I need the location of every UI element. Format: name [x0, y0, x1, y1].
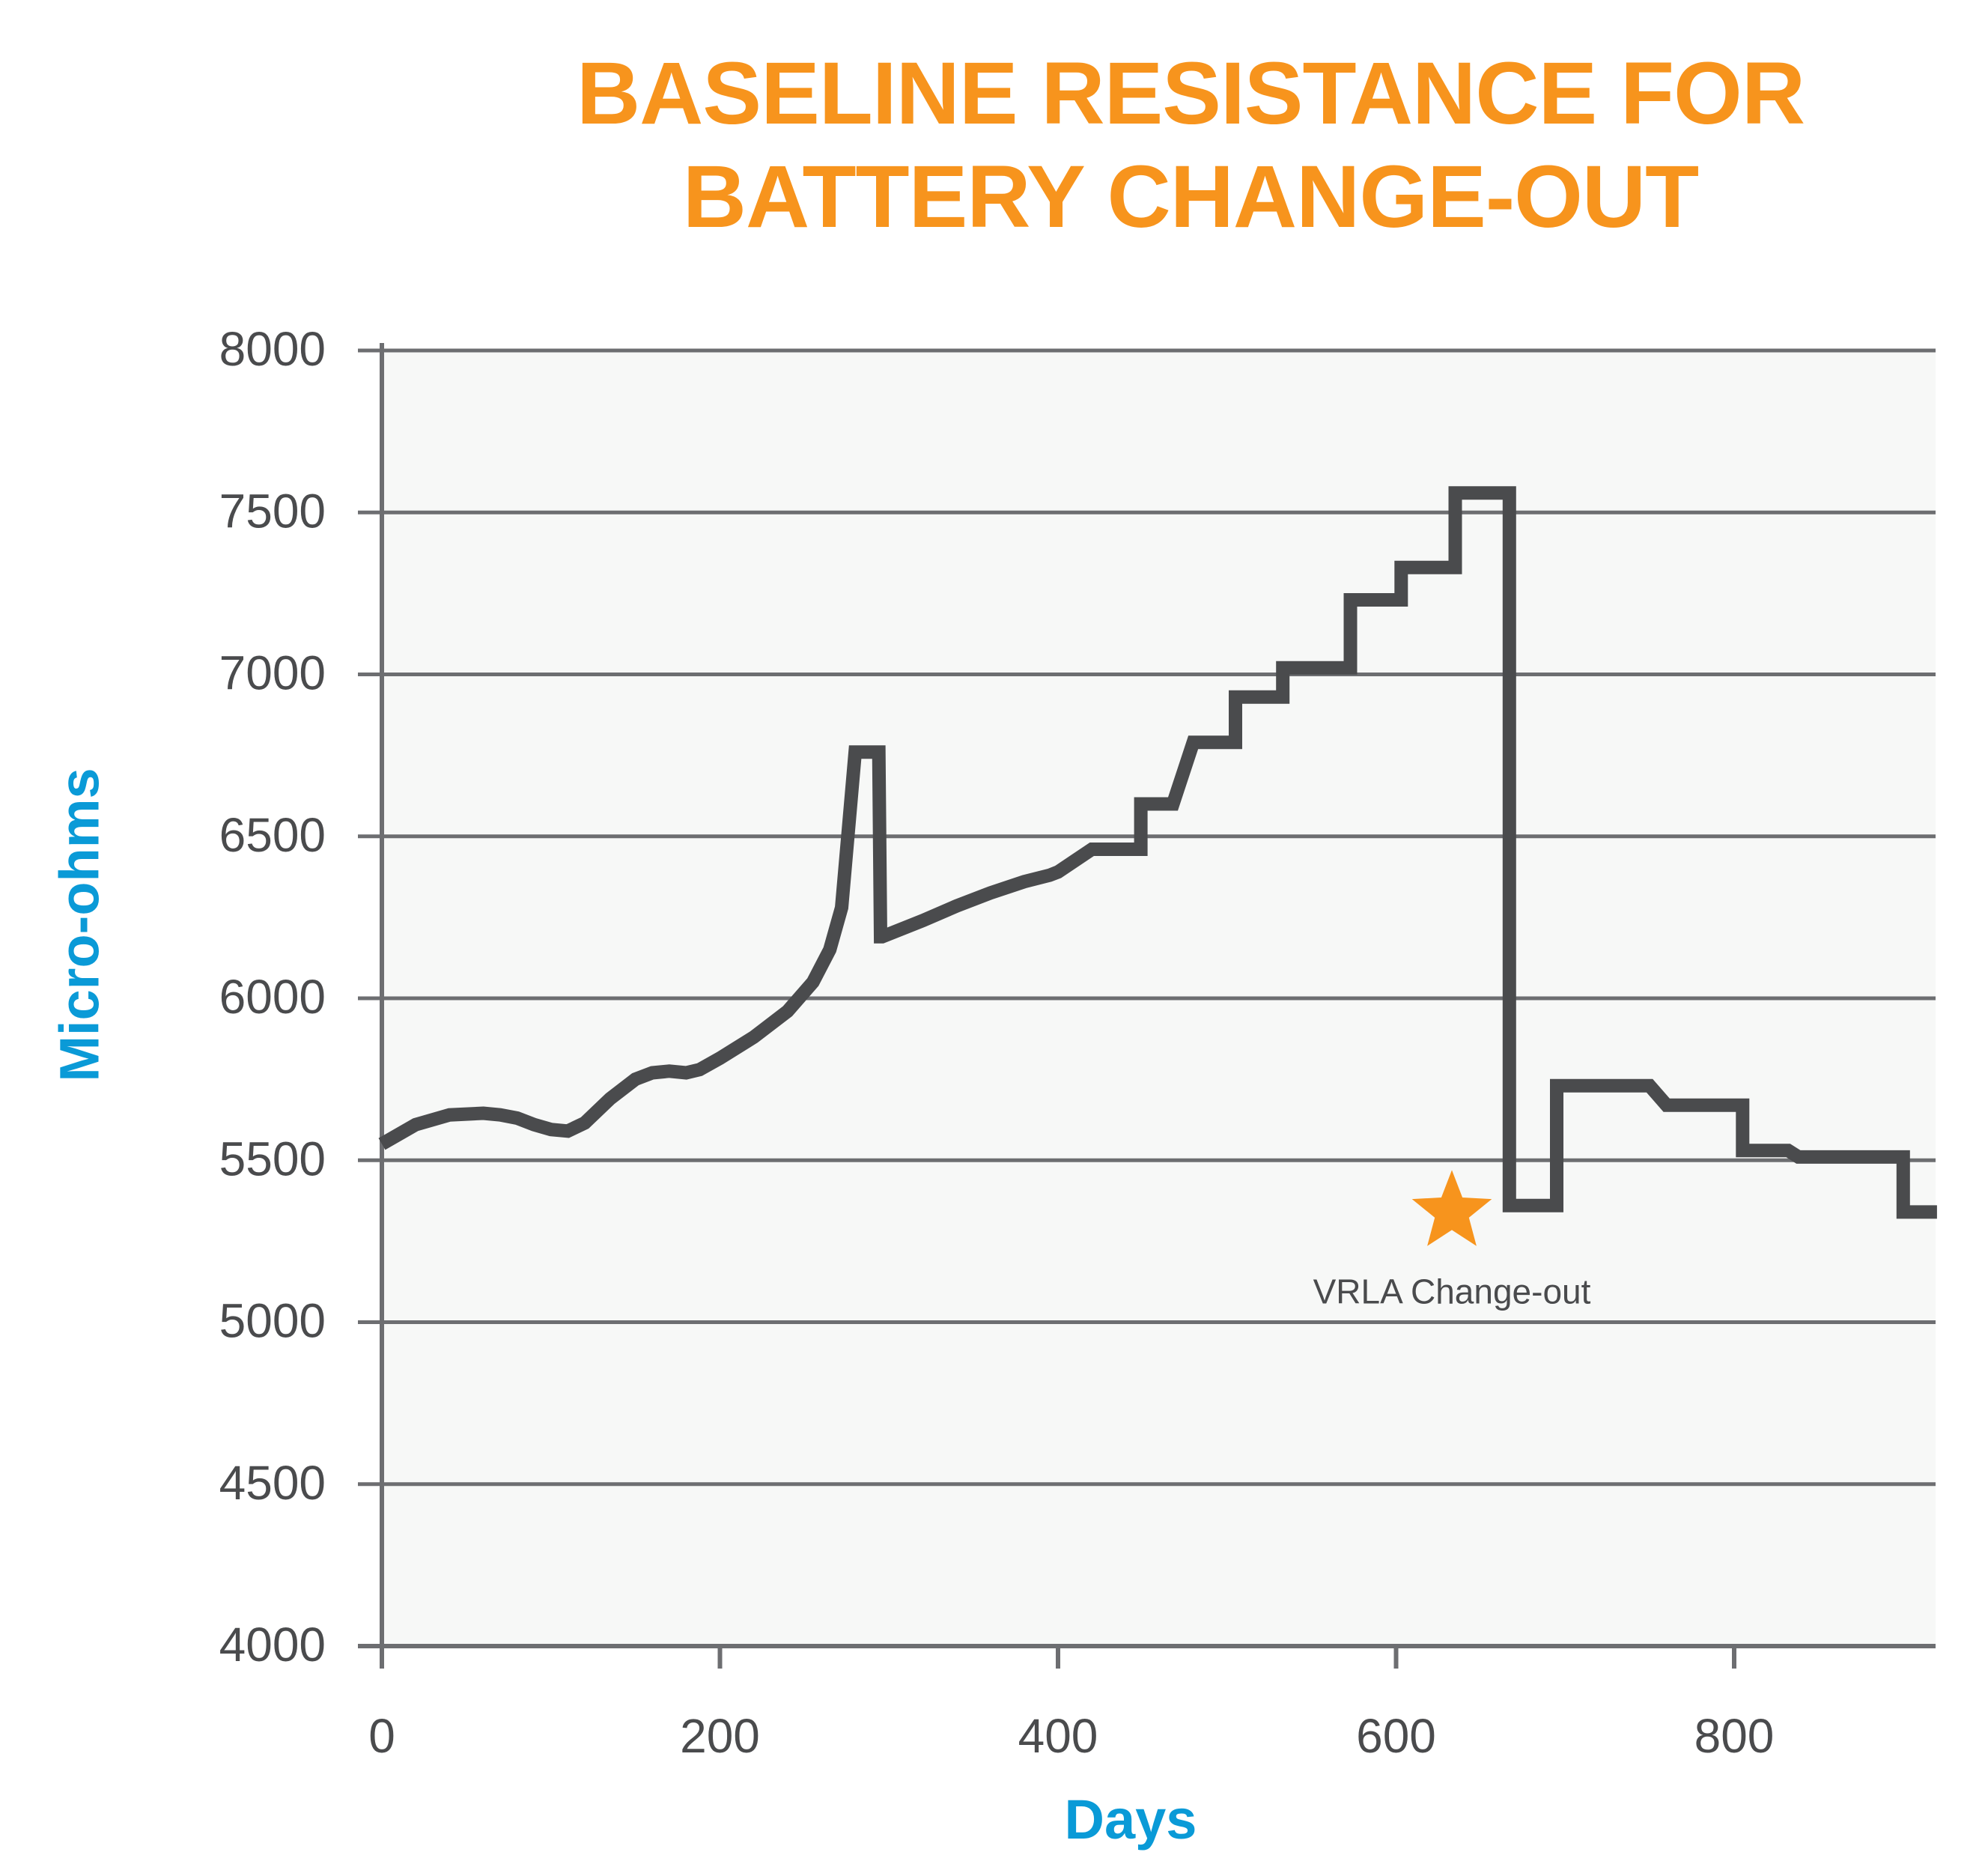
chart-title-line-2: BATTERY CHANGE-OUT — [683, 148, 1698, 246]
chart-title-line-1: BASELINE RESISTANCE FOR — [577, 44, 1805, 143]
annotation-label: VRLA Change-out — [1313, 1272, 1591, 1311]
x-tick-label-600: 600 — [1356, 1709, 1436, 1763]
y-tick-label-8000: 8000 — [219, 322, 326, 376]
x-axis-title: Days — [1065, 1788, 1197, 1851]
x-tick-label-800: 800 — [1694, 1709, 1775, 1763]
y-axis-title: Micro-ohms — [49, 768, 111, 1081]
axes — [358, 343, 1936, 1669]
y-tick-label-5000: 5000 — [219, 1294, 326, 1348]
resistance-series-line — [378, 486, 1937, 1219]
y-tick-label-6500: 6500 — [219, 808, 326, 862]
gridlines — [358, 348, 1936, 1487]
x-tick-label-0: 0 — [368, 1709, 395, 1763]
x-tick-label-400: 400 — [1018, 1709, 1098, 1763]
y-tick-label-4000: 4000 — [219, 1618, 326, 1672]
y-tick-labels: 4000 4500 5000 5500 6000 6500 7000 7500 8000 — [219, 322, 326, 1672]
x-tick-label-200: 200 — [680, 1709, 760, 1763]
y-tick-label-7500: 7500 — [219, 484, 326, 538]
star-icon — [1411, 1170, 1492, 1246]
y-tick-label-4500: 4500 — [219, 1456, 326, 1510]
y-tick-label-6000: 6000 — [219, 970, 326, 1024]
x-tick-labels: 0 200 400 600 800 — [368, 1709, 1774, 1763]
y-tick-label-5500: 5500 — [219, 1132, 326, 1186]
y-tick-label-7000: 7000 — [219, 646, 326, 700]
